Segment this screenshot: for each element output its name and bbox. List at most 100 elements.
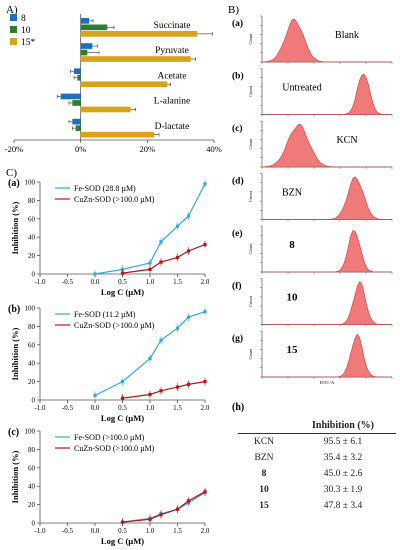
- row-value: 45.0 ± 2.6: [323, 469, 363, 479]
- data-point: [148, 261, 152, 265]
- bar: [77, 74, 81, 81]
- series-line: [122, 244, 206, 274]
- histogram-area: [262, 333, 392, 378]
- x-tick-label: -0.5: [62, 278, 74, 286]
- x-tick-label: 1.5: [173, 404, 182, 412]
- y-tick-label: 100: [25, 428, 36, 436]
- histogram-area: [262, 176, 392, 220]
- legend-label: CuZn-SOD (>100.0 µM): [74, 195, 155, 204]
- data-point: [175, 255, 180, 260]
- y-axis-title: Inhibition (%): [10, 201, 20, 254]
- x-tick-label: 0.5: [118, 527, 127, 535]
- x-tick-label: 1.5: [173, 278, 182, 286]
- bar: [80, 81, 168, 88]
- y-tick-label: 80: [28, 323, 36, 331]
- histogram-area: [261, 123, 392, 168]
- bar: [80, 18, 89, 24]
- histogram-title: KCN: [336, 135, 357, 146]
- line-chart-c-c: (c) 0 20 40 60 80 100 -1.0 -0.5 0.0 0.5 1.0 1.5 2.0 Lo…: [8, 427, 210, 546]
- category-label: Acetate: [157, 71, 186, 81]
- legend-label: Fe-SOD (>100.0 µM): [74, 433, 145, 442]
- y-axis-title: Count: [248, 190, 253, 202]
- data-point: [175, 507, 180, 511]
- panel-label-b: B): [228, 4, 239, 16]
- histogram-title: 15: [287, 344, 299, 356]
- x-tick-label: -1.0: [34, 278, 46, 286]
- legend-label: CuZn-SOD (>100.0 µM): [74, 321, 155, 330]
- table-row: 15 47.8 ± 3.4: [238, 498, 396, 514]
- legend-swatch: [10, 14, 17, 21]
- x-axis-title: FITC-A: [320, 380, 335, 385]
- y-axis-title: Count: [248, 348, 253, 360]
- bar: [72, 118, 81, 125]
- y-tick-label: 20: [28, 501, 36, 509]
- bar: [74, 68, 81, 75]
- bar-chart-a: -20% 0% 20% 40% Succinate Pyruvate Acetate L-al…: [5, 14, 222, 154]
- series-line: [122, 381, 206, 399]
- bar: [75, 125, 81, 131]
- histogram-label: (d): [232, 176, 244, 187]
- data-point: [175, 224, 180, 228]
- histogram-area: [261, 18, 392, 63]
- y-tick-label: 60: [28, 341, 36, 349]
- y-tick-label: 80: [28, 446, 36, 454]
- table-label-h: (h): [232, 402, 244, 413]
- y-tick-label: 20: [28, 252, 36, 260]
- y-tick-label: 0: [32, 397, 36, 405]
- legend-label: CuZn-SOD (>100.0 µM): [74, 444, 155, 453]
- bar: [80, 106, 131, 113]
- legend-label: Fe-SOD (11.2 µM): [74, 310, 136, 319]
- data-point: [186, 315, 191, 319]
- category-label: Succinate: [154, 21, 191, 31]
- data-point: [120, 520, 125, 524]
- row-name: BZN: [254, 453, 274, 463]
- data-point: [186, 249, 191, 253]
- x-tick-label: 40%: [206, 144, 222, 154]
- bar: [80, 24, 108, 31]
- x-tick-label: -20%: [5, 144, 23, 154]
- y-tick-label: 40: [28, 234, 36, 242]
- x-tick-label: 0.5: [118, 278, 127, 286]
- data-point: [93, 393, 97, 397]
- histogram-title: 8: [289, 239, 295, 251]
- y-tick-label: 20: [28, 378, 36, 386]
- histogram-title: Blank: [335, 30, 359, 41]
- histogram-label: (c): [232, 123, 243, 134]
- data-point: [159, 389, 163, 393]
- legend-label: 10: [21, 26, 31, 36]
- y-axis-title: Count: [248, 85, 253, 97]
- table-row: KCN 95.5 ± 6.1: [238, 434, 396, 451]
- data-point: [203, 182, 207, 186]
- data-point: [93, 272, 97, 276]
- y-tick-label: 0: [32, 271, 36, 279]
- table-row: BZN 35.4 ± 3.2: [238, 450, 396, 466]
- data-point: [186, 382, 191, 386]
- x-tick-label: 20%: [140, 144, 156, 154]
- data-point: [186, 214, 191, 218]
- x-tick-label: 0.0: [91, 404, 100, 412]
- data-point: [120, 396, 125, 400]
- bar: [80, 131, 154, 138]
- data-point: [148, 267, 152, 271]
- data-point: [120, 271, 125, 275]
- histogram-label: (b): [232, 71, 244, 82]
- y-axis-title: Count: [248, 33, 253, 45]
- x-tick-label: -1.0: [34, 527, 46, 535]
- histogram-area: [262, 281, 392, 325]
- x-tick-label: 1.0: [146, 278, 155, 286]
- y-axis-title: Count: [248, 243, 253, 255]
- bar: [60, 93, 81, 100]
- category-label: L-alanine: [154, 97, 190, 107]
- data-point: [159, 513, 163, 517]
- x-axis-title: Log C (µM): [101, 287, 144, 297]
- data-point: [203, 310, 207, 314]
- x-tick-label: 0%: [75, 144, 86, 154]
- flow-histograms-b: (a) Count Blank (b) Count Untreated (c) Count KC…: [232, 15, 393, 385]
- data-point: [120, 380, 125, 384]
- bar: [72, 100, 81, 106]
- data-point: [148, 392, 152, 397]
- row-name: 10: [259, 485, 269, 495]
- data-point: [175, 326, 180, 330]
- data-point: [203, 242, 207, 247]
- panel-label-c: C): [6, 167, 17, 179]
